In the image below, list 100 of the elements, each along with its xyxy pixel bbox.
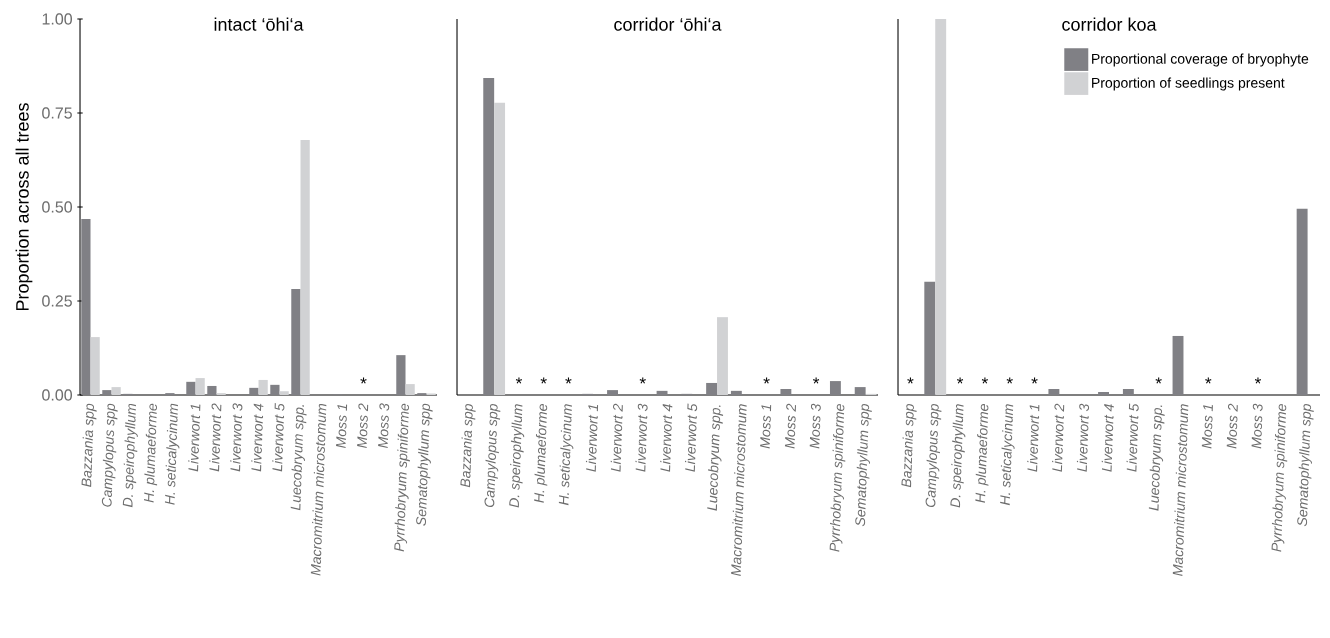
x-tick-label: Pyrrhobryum spiniforme xyxy=(829,404,846,552)
x-tick-label: Macromitrium microstomum xyxy=(310,403,327,576)
x-tick-label: D. speirophyllum xyxy=(950,404,966,508)
x-tick-label: Sematophyllum spp xyxy=(416,403,433,526)
chart-title: corridor ‘ōhi‘a xyxy=(614,17,722,31)
bar xyxy=(396,355,406,395)
x-tick-label: H. plumaeforme xyxy=(144,403,158,503)
x-tick-label: D. speirophyllum xyxy=(122,403,138,508)
x-tick-label: Luecobryum spp. xyxy=(1148,405,1165,511)
x-tick-label: Moss 3 xyxy=(1251,403,1263,449)
y-tick-label: 1.00 xyxy=(42,13,73,25)
x-tick-label: H. plumaeforme xyxy=(975,404,989,503)
bar xyxy=(924,281,936,395)
x-tick-label: Bazzania spp xyxy=(901,404,917,488)
x-tick-label: Liverwort 2 xyxy=(610,403,623,472)
x-tick-label: Liverwort 3 xyxy=(635,403,648,472)
y-axis-title: Proportion across all trees xyxy=(15,103,33,311)
data-label: * xyxy=(565,377,572,384)
bar xyxy=(1048,388,1060,395)
x-tick-label: Liverwort 3 xyxy=(1076,403,1090,472)
data-label: * xyxy=(812,377,820,384)
bar xyxy=(300,140,310,395)
bar xyxy=(207,385,217,395)
x-tick-label: H. seticalycinum xyxy=(558,404,574,506)
data-label: * xyxy=(763,377,770,384)
bar xyxy=(249,387,259,395)
x-tick-label: Liverwort 5 xyxy=(272,403,285,472)
data-label: * xyxy=(1155,377,1162,384)
x-tick-label: Luecobryum spp. xyxy=(707,405,724,511)
x-tick-label: Moss 1 xyxy=(760,404,772,449)
bar xyxy=(854,387,866,395)
data-label: * xyxy=(360,377,367,384)
data-label: * xyxy=(1254,377,1262,384)
bar xyxy=(730,390,742,395)
bar xyxy=(717,317,728,395)
x-tick-label: H. plumaeforme xyxy=(534,404,548,503)
bar xyxy=(81,219,91,395)
x-tick-label: Moss 2 xyxy=(1226,403,1238,449)
data-label: * xyxy=(956,377,964,384)
data-label: * xyxy=(981,377,988,384)
bar xyxy=(90,337,100,395)
x-tick-label: Bazzania spp xyxy=(460,404,476,488)
data-label: * xyxy=(907,377,914,384)
bar xyxy=(1172,335,1184,395)
x-tick-label: Liverwort 2 xyxy=(209,403,222,472)
bar xyxy=(1098,391,1110,395)
x-tick-label: Moss 3 xyxy=(809,403,821,449)
x-tick-label: Moss 2 xyxy=(784,403,796,449)
x-tick-label: Pyrrhobryum spiniforme xyxy=(1271,404,1288,552)
x-tick-label: Liverwort 1 xyxy=(188,404,201,472)
data-label: * xyxy=(515,377,523,384)
data-label: * xyxy=(1031,377,1038,384)
bar xyxy=(1296,208,1308,395)
bar xyxy=(607,390,618,395)
x-tick-label: Macromitrium microstomum xyxy=(731,404,747,576)
x-tick-label: Liverwort 1 xyxy=(1027,404,1040,472)
x-tick-label: Pyrrhobryum spiniforme xyxy=(394,403,410,552)
x-tick-label: Liverwort 2 xyxy=(1052,403,1065,472)
chart-title: intact ‘ōhi‘a xyxy=(214,17,304,31)
y-tick-label: 0.75 xyxy=(42,107,72,119)
legend-label: Proportion of seedlings present xyxy=(1092,77,1285,91)
bar xyxy=(1122,388,1134,395)
bar xyxy=(935,18,947,395)
x-tick-label: Macromitrium microstomum xyxy=(1172,404,1189,576)
bar xyxy=(291,288,301,395)
data-label: * xyxy=(540,377,547,384)
x-tick-label: D. speirophyllum xyxy=(509,404,525,508)
bar xyxy=(405,384,415,395)
bar xyxy=(494,102,506,395)
y-tick-label: 0.50 xyxy=(42,201,73,213)
x-tick-label: Liverwort 4 xyxy=(251,403,264,472)
bar xyxy=(656,390,668,395)
x-tick-label: Liverwort 5 xyxy=(685,403,698,472)
x-tick-label: Campylopus spp xyxy=(484,404,501,508)
x-tick-label: Moss 1 xyxy=(1201,404,1213,449)
bar xyxy=(111,387,121,395)
x-tick-label: Liverwort 1 xyxy=(585,404,599,472)
x-tick-label: Campylopus spp xyxy=(925,404,942,508)
x-tick-label: H. seticalycinum xyxy=(1000,404,1015,506)
x-tick-label: Luecobryum spp. xyxy=(290,405,307,511)
bar xyxy=(829,381,841,395)
data-label: * xyxy=(1006,377,1013,384)
x-tick-label: Liverwort 4 xyxy=(660,404,673,472)
x-tick-label: Bazzania spp xyxy=(81,403,97,487)
x-tick-label: H. seticalycinum xyxy=(164,403,180,505)
chart-title: corridor koa xyxy=(1062,17,1157,31)
bar xyxy=(706,382,718,395)
bar xyxy=(483,78,495,395)
y-tick-label: 0.00 xyxy=(42,389,73,401)
bar xyxy=(780,388,792,395)
x-tick-label: Moss 2 xyxy=(357,403,369,449)
bar xyxy=(102,390,112,395)
bar xyxy=(270,384,280,395)
data-label: * xyxy=(1205,377,1212,384)
x-tick-label: Sematophyllum spp xyxy=(855,404,872,527)
x-tick-label: Liverwort 3 xyxy=(230,403,243,472)
x-tick-label: Moss 1 xyxy=(336,404,348,449)
x-tick-label: Campylopus spp xyxy=(101,403,118,507)
bar xyxy=(279,391,289,395)
y-tick-label: 0.25 xyxy=(42,295,72,307)
